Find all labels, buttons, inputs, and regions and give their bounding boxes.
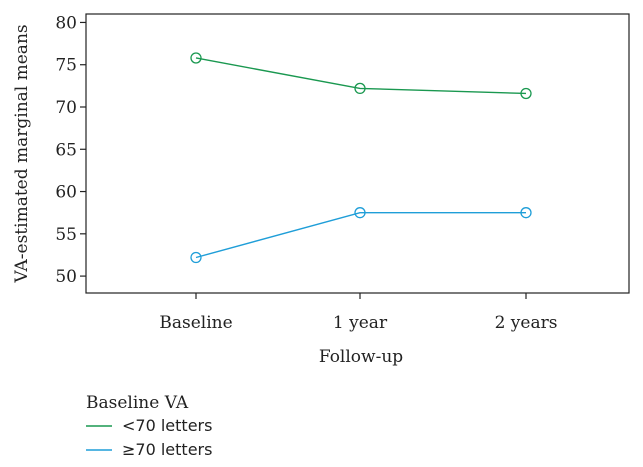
plot-frame: [85, 13, 630, 294]
series-1: [190, 207, 532, 264]
series-line: [195, 211, 526, 259]
legend: Baseline VA <70 letters ≥70 letters: [86, 393, 212, 459]
data-point: [520, 87, 532, 100]
series-layer: [190, 52, 532, 264]
legend-label: ≥70 letters: [122, 440, 212, 459]
x-tick-label: 2 years: [495, 313, 558, 333]
data-point: [520, 207, 532, 219]
y-axis: 50 55 60 65 70 75 80: [55, 13, 86, 287]
y-tick-label: 50: [55, 267, 77, 287]
y-tick-label: 65: [55, 140, 77, 160]
x-axis: Baseline 1 year 2 years: [159, 293, 557, 333]
x-tick-label: Baseline: [159, 313, 232, 333]
x-tick-label: 1 year: [333, 313, 388, 333]
y-tick-label: 55: [55, 225, 77, 245]
legend-label: <70 letters: [122, 416, 212, 435]
data-point: [354, 82, 366, 95]
legend-title: Baseline VA: [86, 393, 189, 413]
y-tick-label: 75: [55, 56, 77, 76]
series-0: [190, 52, 532, 100]
y-tick-label: 60: [55, 183, 77, 203]
data-point: [354, 207, 366, 219]
data-point: [190, 251, 202, 264]
series-line: [195, 57, 527, 95]
y-axis-title: VA-estimated marginal means: [12, 24, 32, 283]
x-axis-title: Follow-up: [319, 347, 403, 367]
data-point: [190, 52, 202, 64]
plot-area: [85, 13, 630, 294]
y-tick-label: 70: [55, 98, 77, 118]
y-tick-label: 80: [55, 13, 77, 33]
